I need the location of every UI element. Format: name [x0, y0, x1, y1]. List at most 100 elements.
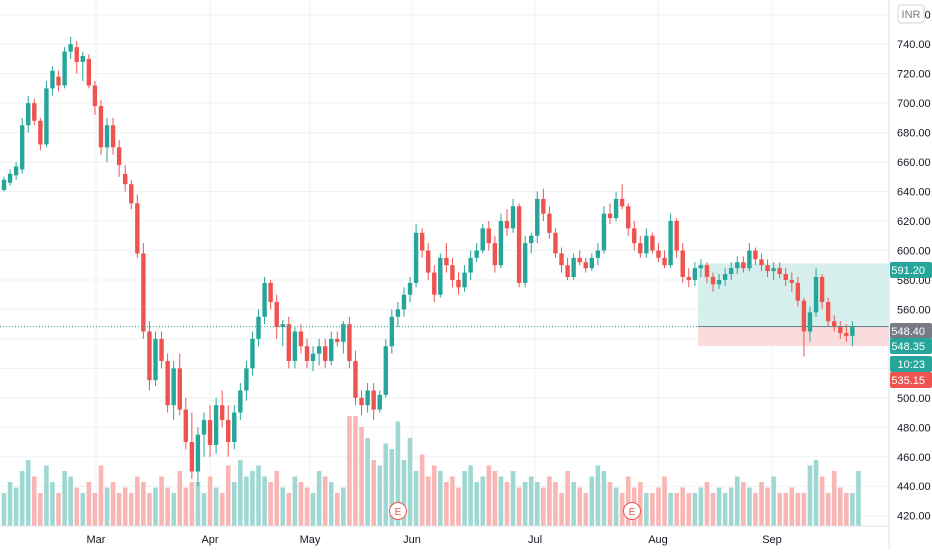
candle-body — [571, 257, 576, 277]
candle — [110, 117, 116, 155]
candle-body — [141, 253, 146, 332]
volume-bar — [844, 493, 849, 526]
candle-body — [625, 206, 631, 229]
volume-bar — [856, 471, 861, 526]
candle — [498, 213, 504, 269]
candle-body — [322, 346, 328, 361]
candle — [286, 316, 292, 369]
candle — [559, 247, 564, 273]
candle — [62, 47, 67, 89]
volume-bar — [268, 482, 273, 526]
candle — [601, 206, 607, 254]
volume-bar — [438, 471, 443, 526]
loss-zone[interactable] — [698, 326, 889, 347]
volume-bar — [565, 471, 570, 526]
candle-body — [741, 262, 746, 269]
volume-bar — [813, 460, 819, 526]
profit-zone[interactable] — [698, 263, 889, 327]
candle — [789, 272, 794, 292]
candle — [207, 405, 213, 457]
candle-body — [735, 262, 740, 269]
candle-body — [262, 282, 267, 317]
volume-bar — [147, 493, 152, 526]
volume-bar — [704, 482, 710, 526]
candle — [735, 256, 740, 275]
volume-bar — [474, 482, 479, 526]
candle-body — [26, 103, 31, 126]
candle — [662, 250, 667, 269]
candle — [432, 265, 437, 303]
candle-body — [795, 282, 801, 301]
candle-body — [1, 179, 7, 191]
candle-body — [80, 55, 85, 62]
volume-bar — [183, 487, 189, 526]
candle-body — [613, 198, 619, 219]
candle-body — [110, 125, 116, 148]
volume-bar — [141, 482, 146, 526]
candle — [674, 218, 679, 258]
candle-body — [619, 198, 625, 207]
candle — [195, 427, 201, 487]
volume-bar — [7, 482, 13, 526]
candle — [13, 162, 19, 180]
volume-bar — [413, 471, 419, 526]
volume-bar — [716, 487, 722, 526]
volume-bar — [425, 476, 431, 526]
candle-body — [413, 232, 419, 283]
candle — [686, 268, 691, 288]
candle — [625, 203, 631, 236]
candle — [116, 139, 122, 177]
candle — [401, 287, 407, 317]
volume-bar — [341, 487, 346, 526]
candle — [613, 191, 619, 222]
candle — [383, 338, 388, 398]
volume-bar — [335, 493, 340, 526]
volume-bar — [68, 476, 73, 526]
candle-body — [607, 213, 613, 219]
volume-bar — [795, 493, 801, 526]
volume-bar — [692, 493, 698, 526]
event-label: E — [629, 507, 636, 518]
volume-bar — [522, 482, 528, 526]
candle — [74, 41, 79, 74]
volume-bar — [619, 493, 625, 526]
candle-body — [450, 265, 455, 280]
volume-bar — [753, 493, 758, 526]
candle-body — [98, 106, 104, 148]
y-tick-label: 560.00 — [897, 304, 931, 316]
volume-bar — [825, 493, 831, 526]
volume-bar — [777, 493, 782, 526]
candle-body — [7, 173, 13, 183]
candle — [32, 98, 37, 126]
volume-bar — [13, 487, 19, 526]
candle — [813, 268, 819, 317]
candle-body — [365, 390, 370, 406]
candle-body — [747, 250, 752, 269]
volume-bar — [480, 476, 486, 526]
earnings-event-marker[interactable]: E — [623, 502, 641, 520]
candle — [729, 262, 734, 280]
candle — [26, 95, 31, 133]
volume-bar — [534, 482, 540, 526]
candle — [56, 70, 61, 92]
volume-bar — [328, 482, 334, 526]
volume-bar — [310, 493, 316, 526]
volume-bar — [504, 482, 510, 526]
candle — [801, 297, 807, 357]
y-tick-label: 660.00 — [897, 157, 931, 169]
volume-bar — [395, 421, 401, 526]
volume-bar — [238, 460, 243, 526]
candle-body — [716, 279, 722, 285]
candle — [619, 184, 625, 210]
candle-body — [153, 338, 158, 381]
volume-bar — [607, 482, 613, 526]
candle — [159, 331, 164, 369]
candle — [250, 331, 255, 376]
candle — [516, 203, 522, 288]
currency-button[interactable]: INR — [897, 4, 925, 24]
earnings-event-marker[interactable]: E — [389, 502, 407, 520]
candle-body — [298, 331, 304, 347]
candle — [407, 276, 413, 303]
